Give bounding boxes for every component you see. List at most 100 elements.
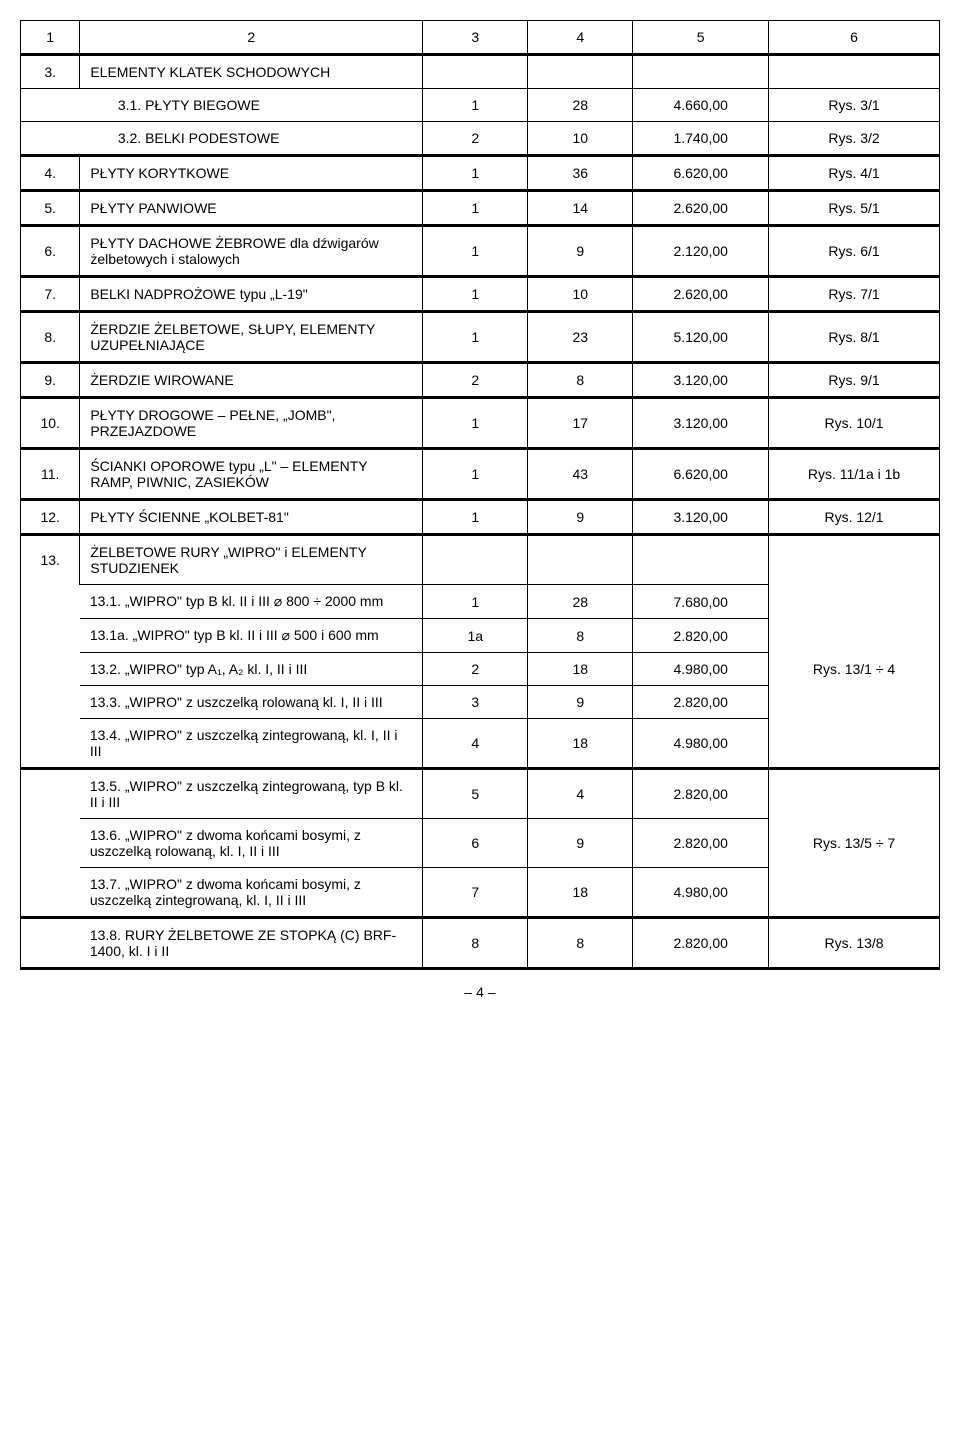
cell: 4.660,00	[633, 89, 769, 122]
cell	[21, 619, 80, 653]
cell	[21, 686, 80, 719]
cell: Rys. 11/1a i 1b	[769, 449, 940, 500]
row-label: 13.6. „WIPRO" z dwoma końcami bosymi, z …	[80, 819, 423, 868]
cell	[528, 535, 633, 585]
cell: 7.680,00	[633, 585, 769, 619]
cell: 1	[423, 277, 528, 312]
cell	[21, 819, 80, 868]
table-row: 10. PŁYTY DROGOWE – PEŁNE, „JOMB", PRZEJ…	[21, 398, 940, 449]
row-text: BELKI PODESTOWE	[145, 130, 279, 146]
cell: Rys. 8/1	[769, 312, 940, 363]
row-label: ŻERDZIE WIROWANE	[80, 363, 423, 398]
row-num: 8.	[21, 312, 80, 363]
cell: 9	[528, 500, 633, 535]
cell: Rys. 9/1	[769, 363, 940, 398]
cell: 5	[423, 769, 528, 819]
cell: Rys. 10/1	[769, 398, 940, 449]
row-label: 13.1. „WIPRO" typ B kl. II i III ⌀ 800 ÷…	[80, 585, 423, 619]
row-text: „WIPRO" z uszczelką zintegrowaną, kl. I,…	[90, 727, 398, 759]
cell	[21, 918, 80, 969]
row-label: 13.3. „WIPRO" z uszczelką rolowaną kl. I…	[80, 686, 423, 719]
table-row: 6. PŁYTY DACHOWE ŻEBROWE dla dźwigarów ż…	[21, 226, 940, 277]
row-num: 13.	[21, 535, 80, 585]
row-num: 13.2.	[90, 661, 121, 677]
table-row: 13.5. „WIPRO" z uszczelką zintegrowaną, …	[21, 769, 940, 819]
cell: Rys. 7/1	[769, 277, 940, 312]
cell: 23	[528, 312, 633, 363]
cell: Rys. 12/1	[769, 500, 940, 535]
row-label: BELKI NADPROŻOWE typu „L-19"	[80, 277, 423, 312]
row-num: 3.	[21, 55, 80, 89]
cell: 7	[423, 868, 528, 918]
cell: 4	[528, 769, 633, 819]
cell: 18	[528, 868, 633, 918]
row-label: ŻELBETOWE RURY „WIPRO" i ELEMENTY STUDZI…	[80, 535, 423, 585]
cell: 1	[423, 191, 528, 226]
cell	[423, 55, 528, 89]
row-label: PŁYTY KORYTKOWE	[80, 156, 423, 191]
cell: 1	[423, 312, 528, 363]
cell: 28	[528, 585, 633, 619]
cell	[21, 89, 80, 122]
row-num: 11.	[21, 449, 80, 500]
cell: 1	[423, 500, 528, 535]
row-num: 13.8.	[90, 927, 121, 943]
row-text: „WIPRO" z uszczelką zintegrowaną, typ B …	[90, 778, 403, 810]
row-num: 9.	[21, 363, 80, 398]
cell: Rys. 4/1	[769, 156, 940, 191]
cell: 2.820,00	[633, 918, 769, 969]
cell: 8	[528, 918, 633, 969]
header-col-3: 3	[423, 21, 528, 55]
row-label: 13.2. „WIPRO" typ A₁, A₂ kl. I, II i III	[80, 653, 423, 686]
table-row: 9. ŻERDZIE WIROWANE 2 8 3.120,00 Rys. 9/…	[21, 363, 940, 398]
cell	[21, 585, 80, 619]
page-number: – 4 –	[20, 984, 940, 1000]
table-row: 4. PŁYTY KORYTKOWE 1 36 6.620,00 Rys. 4/…	[21, 156, 940, 191]
cell: 2	[423, 363, 528, 398]
cell	[633, 55, 769, 89]
row-num: 5.	[21, 191, 80, 226]
cell: Rys. 5/1	[769, 191, 940, 226]
row-label: 13.7. „WIPRO" z dwoma końcami bosymi, z …	[80, 868, 423, 918]
cell: 1	[423, 89, 528, 122]
row-num: 4.	[21, 156, 80, 191]
table-row: 13.6. „WIPRO" z dwoma końcami bosymi, z …	[21, 819, 940, 868]
row-label: 13.1a. „WIPRO" typ B kl. II i III ⌀ 500 …	[80, 619, 423, 653]
cell: 2.620,00	[633, 277, 769, 312]
row-text: „WIPRO" typ B kl. II i III ⌀ 500 i 600 m…	[133, 627, 379, 643]
cell: Rys. 13/5 ÷ 7	[769, 819, 940, 868]
row-num: 3.2.	[90, 130, 141, 146]
cell: 28	[528, 89, 633, 122]
cell: 4.980,00	[633, 868, 769, 918]
cell	[769, 719, 940, 769]
table-row: 3.1. PŁYTY BIEGOWE 1 28 4.660,00 Rys. 3/…	[21, 89, 940, 122]
table-row: 13.4. „WIPRO" z uszczelką zintegrowaną, …	[21, 719, 940, 769]
table-row: 3. ELEMENTY KLATEK SCHODOWYCH	[21, 55, 940, 89]
cell: Rys. 3/2	[769, 122, 940, 156]
cell	[769, 868, 940, 918]
cell: 4.980,00	[633, 719, 769, 769]
cell: 14	[528, 191, 633, 226]
table-row: 13.1a. „WIPRO" typ B kl. II i III ⌀ 500 …	[21, 619, 940, 653]
cell: 8	[423, 918, 528, 969]
row-num: 12.	[21, 500, 80, 535]
row-label: PŁYTY ŚCIENNE „KOLBET-81"	[80, 500, 423, 535]
table-row: 12. PŁYTY ŚCIENNE „KOLBET-81" 1 9 3.120,…	[21, 500, 940, 535]
table-row: 13.1. „WIPRO" typ B kl. II i III ⌀ 800 ÷…	[21, 585, 940, 619]
row-label: 13.4. „WIPRO" z uszczelką zintegrowaną, …	[80, 719, 423, 769]
row-num: 13.1a.	[90, 627, 129, 643]
header-col-5: 5	[633, 21, 769, 55]
cell: Rys. 3/1	[769, 89, 940, 122]
table-row: 11. ŚCIANKI OPOROWE typu „L" – ELEMENTY …	[21, 449, 940, 500]
row-num: 13.6.	[90, 827, 121, 843]
row-text: „WIPRO" typ B kl. II i III ⌀ 800 ÷ 2000 …	[125, 593, 383, 609]
table-row: 3.2. BELKI PODESTOWE 2 10 1.740,00 Rys. …	[21, 122, 940, 156]
cell: 2.820,00	[633, 819, 769, 868]
row-text: PŁYTY BIEGOWE	[145, 97, 260, 113]
cell: 8	[528, 363, 633, 398]
cell: 1a	[423, 619, 528, 653]
cell: 2.820,00	[633, 619, 769, 653]
table-header-row: 1 2 3 4 5 6	[21, 21, 940, 55]
row-label: PŁYTY DROGOWE – PEŁNE, „JOMB", PRZEJAZDO…	[80, 398, 423, 449]
cell: Rys. 6/1	[769, 226, 940, 277]
